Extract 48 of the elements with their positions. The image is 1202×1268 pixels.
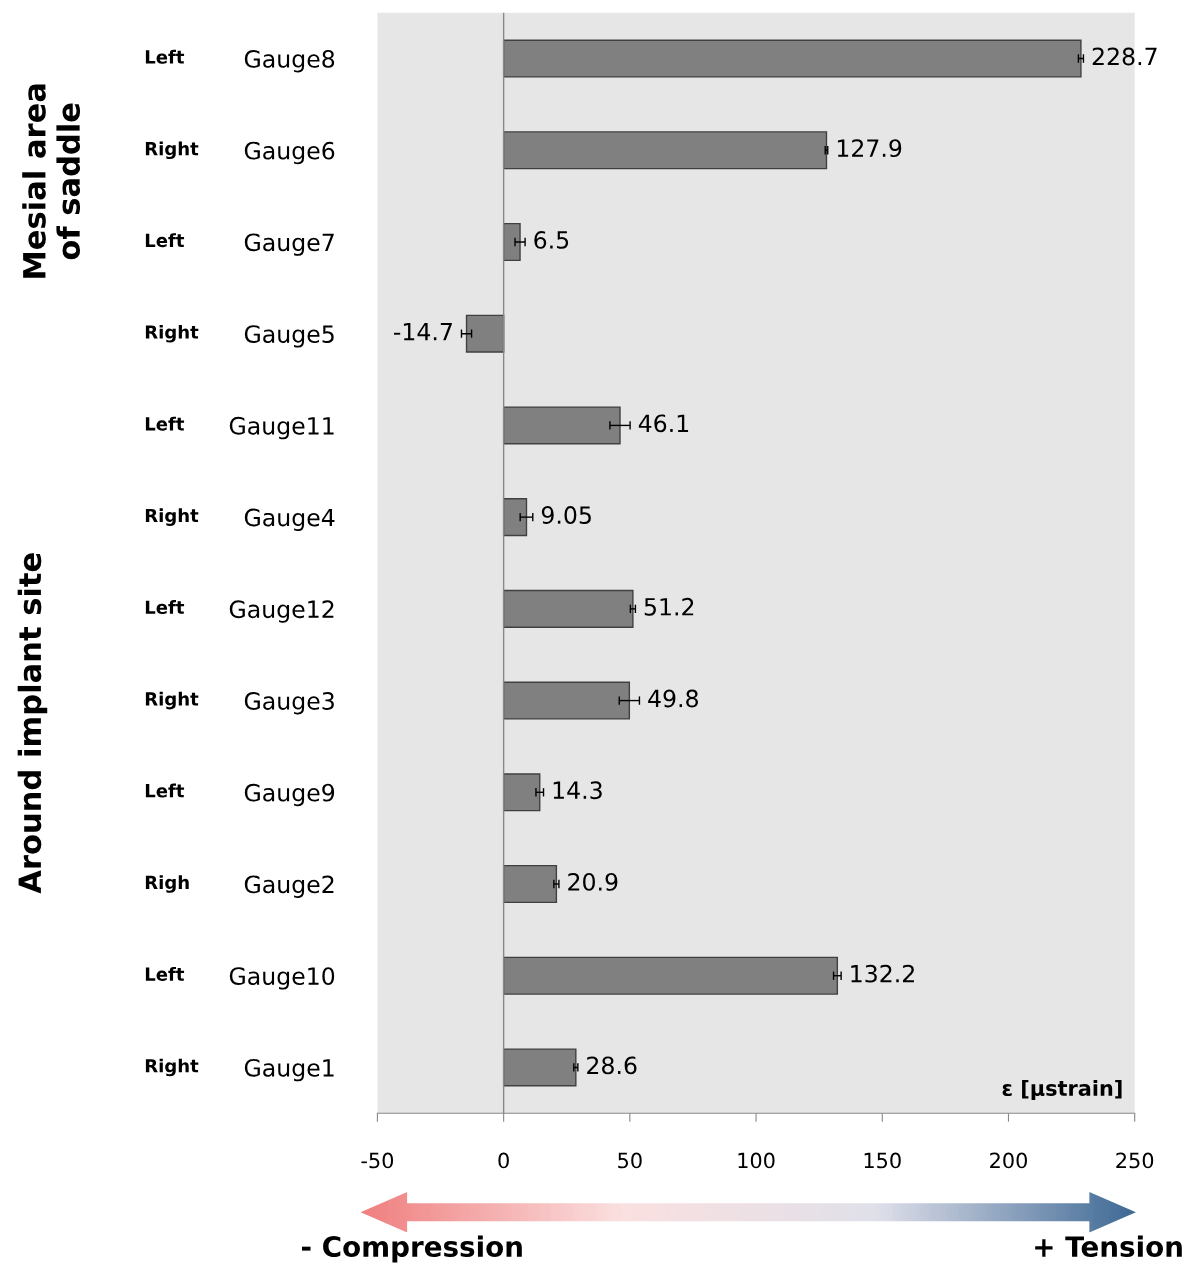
data-label: 49.8	[648, 689, 698, 708]
text: Righ	[145, 875, 189, 893]
data-label: 46.1	[638, 414, 689, 433]
text: Mesial area of saddle	[22, 84, 81, 278]
text: Left	[145, 233, 185, 248]
x-tick-label: 50	[618, 1152, 642, 1169]
text: - Compression	[302, 1235, 522, 1263]
text: Left	[145, 600, 185, 615]
data-label: 228.7	[1092, 47, 1157, 66]
y-tick-label: Gauge12	[229, 600, 334, 623]
data-label: 6.5	[534, 230, 569, 249]
text: + Tension	[1035, 1235, 1182, 1258]
data-label: 51.2	[644, 597, 694, 616]
data-label: -14.7	[393, 323, 452, 341]
y-tick-label: Gauge4	[244, 508, 335, 532]
y-tick-label: Gauge2	[244, 875, 334, 898]
x-tick-label: 250	[1116, 1152, 1154, 1169]
text: Right	[145, 324, 199, 343]
y-tick-label: Gauge8	[244, 49, 335, 73]
text: Right	[145, 1058, 199, 1077]
data-label: 28.6	[587, 1056, 637, 1075]
y-tick-label: Gauge5	[244, 325, 334, 348]
text: Left	[145, 416, 185, 431]
text: Left	[145, 966, 185, 981]
x-tick-label: -50	[361, 1152, 394, 1169]
text: Right	[145, 141, 199, 160]
data-label: 14.3	[553, 781, 602, 800]
data-label: 20.9	[568, 873, 618, 891]
x-axis-title: ε [µstrain]	[1002, 1079, 1122, 1101]
data-label: 132.2	[851, 964, 914, 983]
text: Right	[145, 691, 199, 710]
x-tick-label: 0	[498, 1152, 509, 1169]
x-tick-label: 200	[990, 1152, 1027, 1169]
y-tick-label: Gauge6	[244, 141, 335, 165]
y-tick-label: Gauge7	[244, 233, 334, 256]
y-tick-label: Gauge9	[244, 783, 335, 807]
y-tick-label: Gauge1	[244, 1058, 334, 1082]
x-tick-label: 150	[864, 1152, 901, 1169]
text: Right	[145, 508, 199, 526]
y-tick-label: Gauge3	[244, 692, 334, 715]
y-tick-label: Gauge11	[229, 416, 334, 440]
text: Left	[145, 783, 185, 798]
text: Around implant site	[17, 553, 48, 894]
y-tick-label: Gauge10	[229, 967, 335, 990]
data-label: 9.05	[541, 506, 591, 524]
text: Left	[145, 49, 185, 64]
data-label: 127.9	[837, 139, 902, 158]
x-tick-label: 100	[738, 1152, 775, 1169]
